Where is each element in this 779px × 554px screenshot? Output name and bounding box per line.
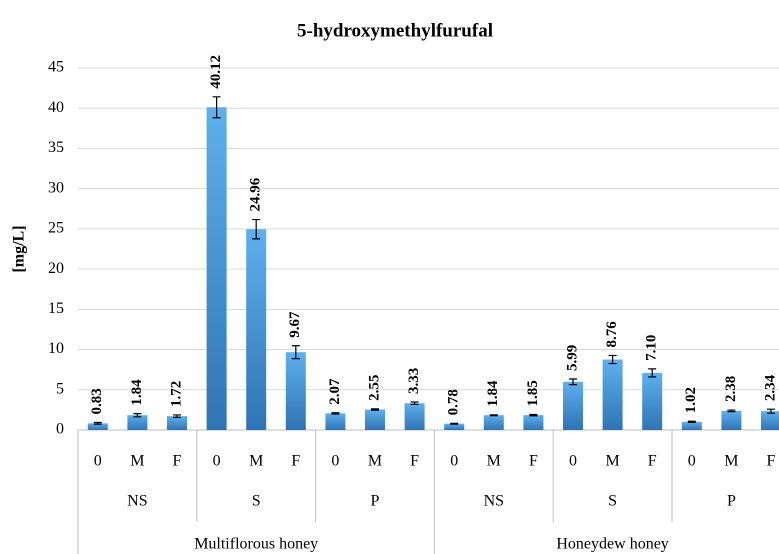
x-tick-label: F <box>291 453 300 470</box>
bar <box>602 359 623 430</box>
value-label: 8.76 <box>604 321 620 348</box>
value-label: 2.07 <box>327 378 343 405</box>
y-axis-label: [mg/L] <box>11 225 28 272</box>
y-tick-label: 35 <box>48 139 64 156</box>
x-tick-label: M <box>724 453 738 470</box>
error-bar <box>93 421 102 425</box>
x-tick-label: M <box>487 453 501 470</box>
group-label: P <box>727 493 736 510</box>
value-label: 9.67 <box>287 311 303 338</box>
value-label: 2.38 <box>723 376 739 402</box>
y-tick-label: 25 <box>48 220 64 237</box>
value-label: 7.10 <box>644 335 660 361</box>
x-tick-label: F <box>529 453 538 470</box>
y-tick-label: 20 <box>48 260 64 277</box>
error-bar <box>371 408 379 411</box>
value-label: 1.72 <box>168 381 184 407</box>
x-tick-label: M <box>249 453 263 470</box>
y-tick-label: 5 <box>56 380 64 397</box>
bar <box>642 372 663 430</box>
value-label: 3.33 <box>406 368 422 394</box>
x-tick-label: 0 <box>688 453 696 470</box>
bar <box>285 352 306 430</box>
y-tick-label: 45 <box>48 59 64 76</box>
x-tick-label: 0 <box>94 453 102 470</box>
x-tick-label: F <box>648 453 657 470</box>
y-tick-label: 0 <box>56 421 64 438</box>
value-label: 5.99 <box>564 345 580 371</box>
bar <box>761 411 779 430</box>
value-label: 1.85 <box>525 380 541 406</box>
error-bar <box>569 378 577 386</box>
bar <box>246 229 267 430</box>
value-label: 1.84 <box>485 380 501 407</box>
x-tick-label: 0 <box>331 453 339 470</box>
bar <box>87 423 108 430</box>
error-bar <box>767 408 775 414</box>
supergroup-label: Honeydew honey <box>556 536 668 553</box>
error-bar <box>133 412 142 418</box>
bar <box>404 403 425 430</box>
x-tick-label: M <box>130 453 144 470</box>
group-label: NS <box>484 493 504 510</box>
group-label: P <box>371 493 380 510</box>
error-bar <box>173 414 181 418</box>
error-bar <box>331 412 340 415</box>
bar <box>127 415 148 430</box>
y-tick-label: 30 <box>48 179 64 196</box>
value-label: 0.78 <box>446 389 462 415</box>
value-label: 2.55 <box>366 375 382 401</box>
bar <box>325 413 346 430</box>
error-bar <box>648 368 657 378</box>
x-tick-label: F <box>410 453 419 470</box>
value-label: 24.96 <box>248 177 264 211</box>
error-bar <box>212 96 221 119</box>
x-tick-label: 0 <box>213 453 221 470</box>
x-tick-label: F <box>767 453 776 470</box>
chart-title: 5-hydroxymethylfurufal <box>297 20 493 41</box>
bar <box>483 415 504 430</box>
error-bar <box>450 422 459 425</box>
supergroup-label: Multiflorous honey <box>194 536 318 553</box>
error-bar <box>489 414 498 417</box>
bar <box>523 415 544 430</box>
value-label: 0.83 <box>89 388 105 414</box>
bar <box>444 423 465 430</box>
y-tick-label: 40 <box>48 99 64 116</box>
error-bar <box>252 218 261 240</box>
value-label: 1.02 <box>683 387 699 413</box>
x-tick-label: M <box>605 453 619 470</box>
y-tick-label: 10 <box>48 340 64 357</box>
group-label: S <box>252 493 261 510</box>
error-bar <box>727 409 736 413</box>
bar <box>563 381 583 430</box>
error-bar <box>608 354 617 365</box>
value-label: 40.12 <box>208 55 224 89</box>
bar <box>681 421 702 430</box>
x-tick-label: 0 <box>450 453 458 470</box>
bar <box>167 416 187 430</box>
error-bar <box>687 420 696 423</box>
x-tick-label: F <box>173 453 182 470</box>
error-bar <box>410 401 419 406</box>
x-tick-label: M <box>368 453 382 470</box>
group-label: NS <box>127 493 147 510</box>
bar <box>206 107 227 430</box>
x-tick-label: 0 <box>569 453 577 470</box>
group-label: S <box>608 493 617 510</box>
y-tick-label: 15 <box>48 300 64 317</box>
error-bar <box>529 413 538 417</box>
bar <box>721 410 742 430</box>
value-label: 1.84 <box>129 379 145 406</box>
error-bar <box>291 345 300 360</box>
bar <box>365 409 385 430</box>
value-label: 2.34 <box>762 374 778 401</box>
